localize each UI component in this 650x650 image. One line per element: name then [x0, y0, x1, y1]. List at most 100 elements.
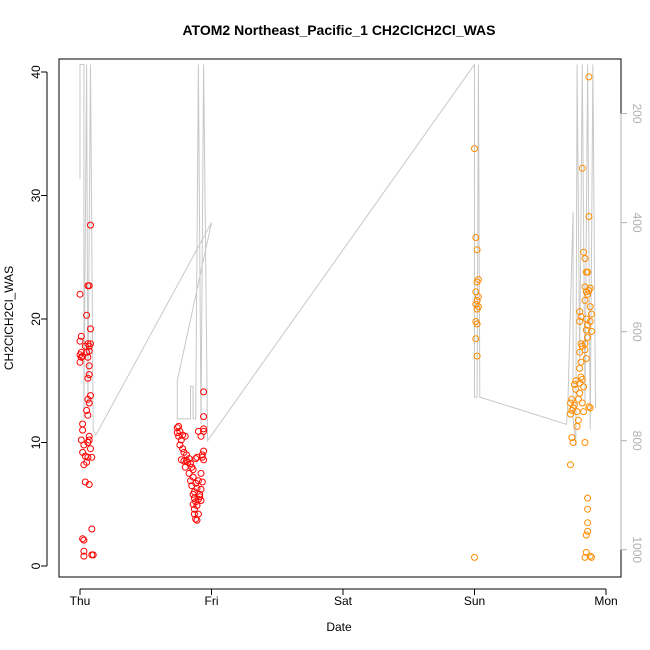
data-point-series-2	[576, 364, 584, 372]
data-point-series-2	[574, 416, 582, 424]
plot-frame	[58, 58, 622, 578]
data-point-series-1	[193, 516, 201, 524]
y-tick-label: 10	[29, 436, 43, 450]
data-point-series-2	[584, 519, 592, 527]
data-point-series-2	[588, 553, 595, 561]
data-point-series-1	[88, 525, 96, 533]
y-tick-label: 30	[29, 189, 43, 203]
data-point-series-2	[582, 531, 590, 539]
data-point-series-1	[79, 535, 87, 543]
data-point-series-1	[87, 445, 94, 453]
data-point-series-2	[584, 290, 592, 298]
data-point-series-2	[581, 346, 589, 354]
data-point-series-2	[586, 303, 594, 311]
data-point-series-1	[193, 453, 201, 461]
data-point-series-1	[83, 311, 91, 319]
pressure-trace-line	[79, 62, 596, 447]
data-point-series-2	[568, 395, 576, 403]
y2-tick-label: 600	[630, 322, 644, 342]
data-point-series-2	[573, 422, 581, 430]
data-point-series-2	[472, 234, 480, 241]
data-point-series-2	[569, 439, 577, 446]
data-point-series-1	[197, 485, 205, 493]
y-tick-label: 0	[29, 562, 43, 569]
data-point-series-2	[580, 383, 588, 391]
data-point-series-1	[85, 399, 93, 407]
data-point-series-1	[84, 439, 92, 446]
data-point-series-2	[474, 293, 482, 301]
data-point-series-2	[567, 410, 574, 418]
data-point-series-2	[578, 164, 586, 172]
data-point-series-1	[79, 426, 87, 434]
data-point-series-1	[89, 551, 97, 559]
data-point-series-2	[578, 399, 586, 407]
data-point-series-1	[80, 547, 88, 555]
data-point-series-2	[572, 385, 580, 393]
data-point-series-1	[76, 290, 84, 298]
axes: 0 10 20 30 40 Thu Fri Sat Sun Mon 200 400 600 800 1000	[29, 65, 644, 608]
data-point-series-1	[196, 493, 204, 501]
x-tick-label: Thu	[70, 594, 91, 608]
data-point-series-2	[473, 278, 481, 286]
data-point-series-2	[586, 552, 594, 560]
data-point-series-2	[585, 213, 593, 220]
chart-title: ATOM2 Northeast_Pacific_1 CH2ClCH2Cl_WAS	[182, 22, 495, 38]
data-point-series-2	[473, 246, 481, 254]
data-point-series-1	[87, 392, 94, 400]
data-point-series-1	[198, 478, 206, 486]
data-point-series-1	[179, 445, 187, 453]
data-point-series-2	[577, 358, 585, 366]
data-point-series-1	[88, 453, 96, 461]
data-point-series-2	[576, 308, 584, 316]
data-point-series-2	[582, 326, 590, 334]
data-point-series-1	[192, 455, 200, 463]
data-point-series-1	[87, 340, 94, 348]
data-point-series-2	[585, 287, 593, 295]
data-point-series-2	[576, 318, 584, 325]
x-axis-label: Date	[326, 620, 352, 634]
x-tick-label: Sat	[334, 594, 353, 608]
data-point-series-1	[77, 353, 85, 361]
data-point-series-1	[187, 460, 194, 467]
data-point-series-1	[84, 411, 92, 419]
data-point-series-2	[471, 553, 478, 561]
y2-tick-label: 400	[630, 213, 644, 233]
x-tick-label: Sun	[464, 594, 485, 608]
data-point-series-1	[193, 484, 201, 492]
data-point-series-1	[80, 552, 88, 560]
y2-tick-label: 200	[630, 104, 644, 124]
data-point-series-1	[76, 358, 84, 366]
data-point-series-2	[581, 297, 589, 304]
data-point-series-2	[570, 401, 578, 409]
data-point-series-2	[472, 335, 480, 343]
data-point-series-2	[582, 548, 590, 556]
data-point-series-2	[588, 310, 595, 318]
data-point-series-2	[473, 352, 481, 360]
y-axis-label: CH2ClCH2Cl_WAS	[2, 266, 16, 370]
data-point-series-2	[580, 408, 588, 416]
data-point-series-2	[584, 527, 592, 535]
data-point-series-1	[200, 427, 208, 435]
data-point-series-2	[568, 434, 576, 442]
data-point-series-1	[85, 481, 93, 488]
data-point-series-1	[197, 469, 205, 477]
data-point-series-2	[576, 389, 584, 397]
data-point-series-2	[581, 255, 589, 262]
y2-tick-label: 800	[630, 431, 644, 451]
data-point-series-2	[584, 505, 592, 513]
x-tick-label: Fri	[205, 594, 219, 608]
data-point-series-1	[85, 282, 93, 290]
data-point-series-2	[585, 73, 593, 81]
data-point-series-1	[85, 371, 93, 379]
data-point-series-1	[185, 469, 193, 477]
data-point-series-1	[84, 453, 92, 461]
data-point-series-1	[200, 413, 208, 421]
data-points	[76, 73, 595, 561]
data-point-series-1	[83, 406, 91, 414]
data-point-series-1	[194, 510, 202, 518]
data-point-series-1	[79, 352, 87, 360]
data-point-series-2	[471, 145, 478, 153]
data-point-series-1	[76, 337, 84, 345]
data-point-series-2	[586, 404, 594, 412]
